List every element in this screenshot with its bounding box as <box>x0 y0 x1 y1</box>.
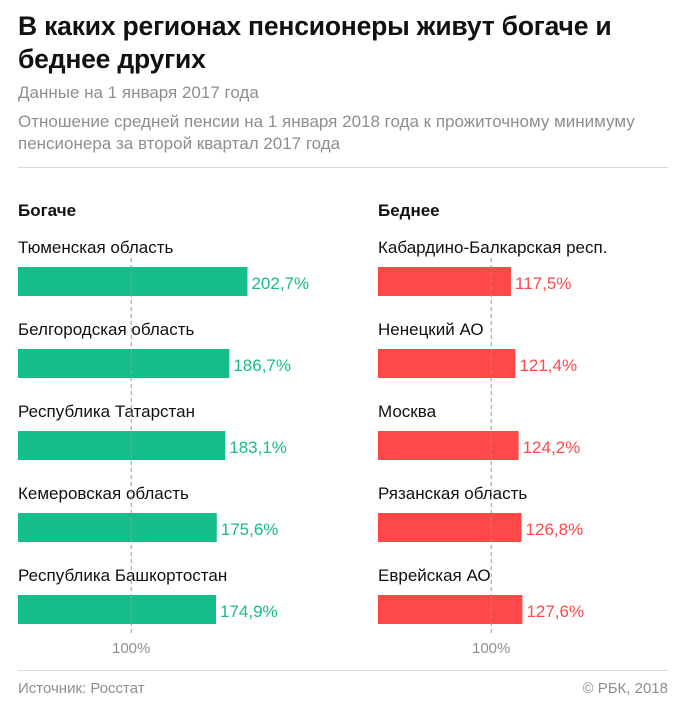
category-label-poorer: Рязанская область <box>378 484 527 503</box>
category-label-richer: Тюменская область <box>18 238 174 257</box>
category-label-poorer: Ненецкий АО <box>378 320 484 339</box>
bar-richer <box>18 431 226 460</box>
chart-subtitle: Данные на 1 января 2017 года <box>18 83 259 102</box>
category-label-richer: Республика Башкортостан <box>18 566 227 585</box>
category-label-poorer: Еврейская АО <box>378 566 491 585</box>
copyright-note: © РБК, 2018 <box>582 680 668 697</box>
bar-poorer <box>378 595 523 624</box>
value-label-richer: 183,1% <box>229 438 287 457</box>
category-label-richer: Белгородская область <box>18 320 194 339</box>
bar-poorer <box>378 267 512 296</box>
panel-title-poorer: Беднее <box>378 201 440 220</box>
reference-label-poorer: 100% <box>472 640 510 657</box>
value-label-richer: 202,7% <box>251 274 309 293</box>
bar-poorer <box>378 349 516 378</box>
category-label-richer: Кемеровская область <box>18 484 189 503</box>
value-label-poorer: 127,6% <box>526 602 584 621</box>
reference-label-richer: 100% <box>112 640 150 657</box>
bar-richer <box>18 349 230 378</box>
bar-richer <box>18 267 248 296</box>
top-divider <box>18 167 668 168</box>
panel-title-richer: Богаче <box>18 201 76 220</box>
value-label-poorer: 121,4% <box>519 356 577 375</box>
category-label-poorer: Москва <box>378 402 437 421</box>
bar-richer <box>18 595 216 624</box>
bottom-divider <box>18 670 668 671</box>
value-label-richer: 174,9% <box>220 602 278 621</box>
chart-note: Отношение средней пенсии на 1 января 201… <box>18 112 635 153</box>
category-label-poorer: Кабардино-Балкарская респ. <box>378 238 607 257</box>
value-label-poorer: 126,8% <box>526 520 584 539</box>
value-label-richer: 186,7% <box>233 356 291 375</box>
source-note: Источник: Росстат <box>18 680 145 697</box>
value-label-poorer: 124,2% <box>523 438 581 457</box>
bar-poorer <box>378 431 519 460</box>
value-label-richer: 175,6% <box>221 520 279 539</box>
chart-title: В каких регионах пенсионеры живут богаче… <box>18 11 612 74</box>
bar-poorer <box>378 513 522 542</box>
category-label-richer: Республика Татарстан <box>18 402 195 421</box>
value-label-poorer: 117,5% <box>515 274 571 293</box>
bar-richer <box>18 513 217 542</box>
